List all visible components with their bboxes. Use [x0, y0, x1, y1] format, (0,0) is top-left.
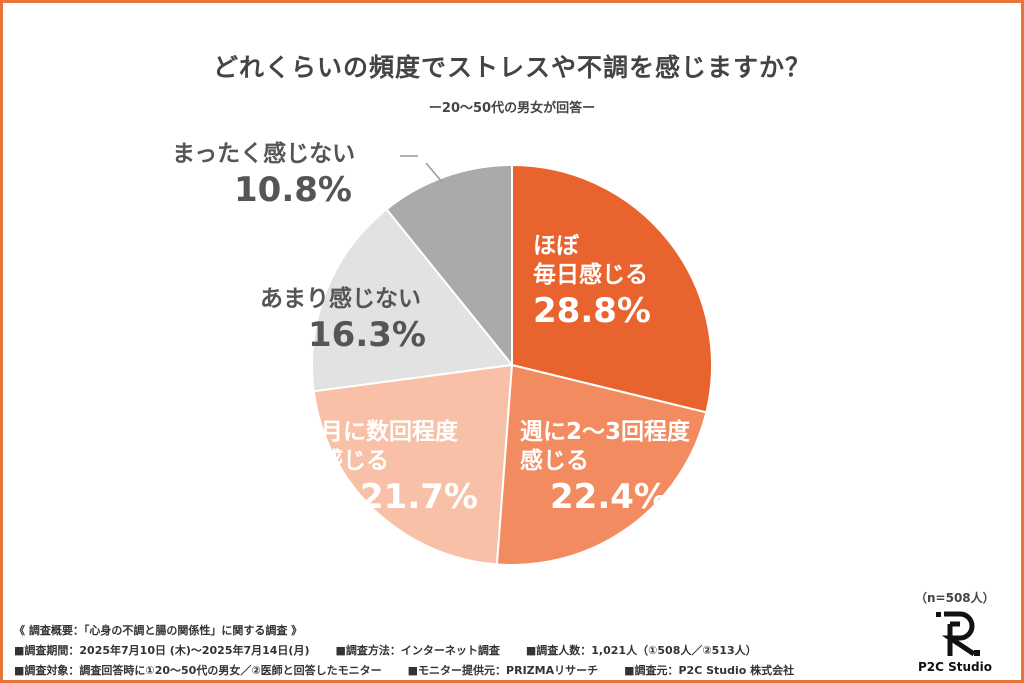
- pie-slice-2: [312, 363, 514, 566]
- pie-slice-3: [311, 207, 514, 393]
- slice-label-0: ほぼ 毎日感じる 28.8%: [533, 233, 651, 331]
- pie-slice-0: [511, 163, 713, 414]
- pie-slice-1: [495, 363, 708, 566]
- sample-size: （n=508人）: [915, 591, 995, 605]
- p2c-logo: [936, 611, 980, 657]
- slice-label-3: あまり感じない 16.3%: [260, 286, 426, 355]
- leader-line: [425, 162, 443, 183]
- footer-line-1: 《 調査概要：「心身の不調と腸の関係性」に関する調査 》: [14, 624, 303, 637]
- footer-line-2: ■調査期間：2025年7月10日 (木)～2025年7月14日(月) ■調査方法：…: [14, 644, 757, 657]
- slice-label-2: 月に数回程度 感じる 21.7%: [320, 419, 478, 517]
- chart-title: どれくらいの頻度でストレスや不調を感じますか？: [212, 53, 811, 82]
- chart-subtitle: ー20～50代の男女が回答ー: [428, 101, 596, 116]
- footer-line-3: ■調査対象：調査回答時に①20～50代の男女／②医師と回答したモニター ■モニター…: [14, 664, 795, 677]
- pie-slice-4: [385, 163, 513, 368]
- slice-label-4: まったく感じない 10.8%: [172, 141, 356, 210]
- logo-text: P2C Studio: [918, 660, 992, 674]
- slice-label-1: 週に2～3回程度 感じる 22.4%: [520, 419, 691, 517]
